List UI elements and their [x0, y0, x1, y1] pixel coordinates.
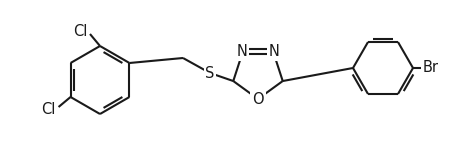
Text: S: S — [205, 66, 215, 80]
Text: Cl: Cl — [73, 25, 87, 40]
Text: O: O — [252, 93, 264, 107]
Text: Cl: Cl — [42, 101, 56, 117]
Text: Br: Br — [423, 60, 439, 75]
Text: N: N — [236, 45, 247, 59]
Text: N: N — [269, 45, 280, 59]
